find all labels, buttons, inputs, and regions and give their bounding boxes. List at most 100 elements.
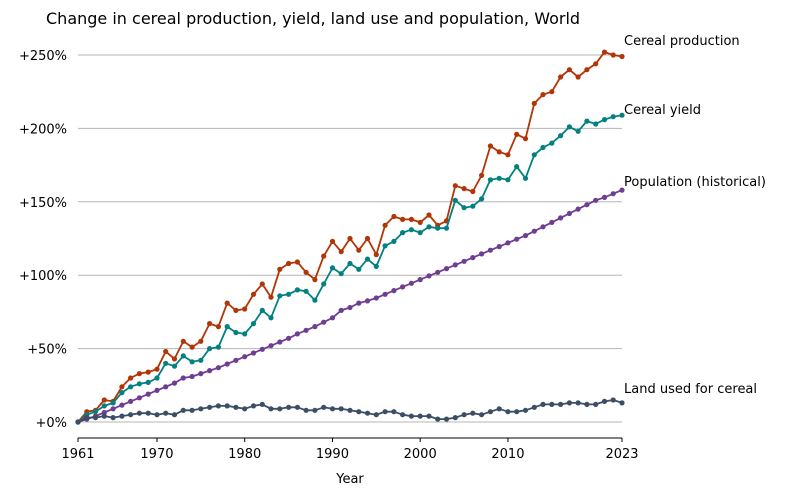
data-point bbox=[250, 321, 257, 327]
data-point bbox=[487, 177, 493, 183]
data-point bbox=[303, 269, 309, 275]
data-point bbox=[522, 175, 529, 181]
data-point bbox=[207, 321, 213, 327]
data-point bbox=[461, 205, 467, 211]
chart-title: Change in cereal production, yield, land… bbox=[46, 9, 580, 28]
data-point bbox=[584, 118, 590, 124]
data-point bbox=[558, 401, 564, 407]
data-point bbox=[575, 74, 581, 80]
data-point bbox=[207, 368, 213, 374]
data-point bbox=[417, 413, 423, 419]
data-point bbox=[303, 407, 309, 413]
x-tick-label: 2023 bbox=[605, 447, 638, 462]
data-point bbox=[233, 329, 239, 336]
data-point bbox=[470, 188, 476, 195]
data-point bbox=[136, 395, 142, 401]
data-point bbox=[391, 213, 397, 220]
data-point bbox=[136, 410, 142, 416]
x-tick-label: 2010 bbox=[491, 447, 524, 462]
data-point bbox=[189, 359, 195, 365]
data-point bbox=[400, 216, 406, 222]
series-line bbox=[77, 114, 623, 423]
series-cereal-yield bbox=[75, 112, 625, 425]
data-point bbox=[514, 164, 520, 170]
data-point bbox=[540, 224, 546, 230]
x-tick-label: 2000 bbox=[404, 447, 437, 462]
data-point bbox=[329, 238, 336, 244]
data-point bbox=[224, 361, 230, 367]
data-point bbox=[321, 319, 327, 325]
x-tick-label: 1970 bbox=[140, 447, 173, 462]
data-point bbox=[373, 295, 379, 301]
data-point bbox=[443, 225, 450, 231]
data-point bbox=[101, 403, 107, 409]
data-point bbox=[154, 387, 160, 393]
data-point bbox=[522, 233, 529, 239]
data-point bbox=[294, 259, 300, 265]
data-point bbox=[549, 219, 555, 225]
data-point bbox=[382, 243, 388, 249]
data-point bbox=[470, 203, 476, 209]
data-point bbox=[92, 415, 99, 421]
data-point bbox=[496, 149, 502, 155]
data-point bbox=[347, 260, 353, 267]
data-point bbox=[540, 401, 546, 407]
data-point bbox=[566, 124, 573, 130]
data-point bbox=[119, 413, 125, 419]
data-point bbox=[312, 277, 318, 283]
data-point bbox=[514, 409, 520, 415]
grid-lines bbox=[78, 54, 622, 423]
data-point bbox=[198, 371, 204, 377]
data-point bbox=[224, 324, 230, 330]
data-point bbox=[364, 410, 371, 416]
data-point bbox=[443, 416, 450, 422]
data-point bbox=[408, 413, 414, 419]
y-tick-label: +50% bbox=[27, 343, 67, 358]
data-point bbox=[180, 407, 186, 413]
data-point bbox=[145, 391, 151, 397]
data-point bbox=[584, 67, 590, 73]
data-point bbox=[128, 398, 134, 404]
data-point bbox=[215, 403, 221, 409]
data-point bbox=[242, 406, 248, 412]
y-axis-ticks: +0% +50% +100% +150% +200% +250% bbox=[19, 49, 67, 431]
data-point bbox=[136, 371, 142, 377]
data-point bbox=[356, 300, 362, 306]
data-point bbox=[180, 353, 186, 359]
data-point bbox=[487, 143, 493, 149]
data-point bbox=[198, 338, 204, 344]
data-point bbox=[338, 249, 344, 255]
data-point bbox=[286, 404, 292, 410]
data-point bbox=[584, 401, 590, 407]
data-point bbox=[593, 121, 599, 127]
data-point bbox=[496, 244, 502, 250]
data-point bbox=[610, 114, 616, 120]
data-point bbox=[479, 196, 485, 202]
data-point bbox=[286, 260, 292, 267]
series-group bbox=[75, 49, 625, 425]
data-point bbox=[259, 281, 265, 287]
data-point bbox=[189, 373, 195, 380]
data-point bbox=[558, 74, 564, 80]
data-point bbox=[286, 335, 292, 341]
data-point bbox=[522, 407, 529, 413]
data-point bbox=[408, 216, 414, 222]
data-point bbox=[461, 412, 467, 418]
data-point bbox=[145, 369, 151, 375]
data-point bbox=[110, 415, 116, 421]
data-point bbox=[575, 206, 581, 212]
data-point bbox=[400, 284, 406, 290]
data-point bbox=[171, 356, 178, 362]
data-point bbox=[470, 410, 476, 416]
data-point bbox=[180, 375, 186, 381]
data-point bbox=[215, 344, 221, 350]
data-point bbox=[514, 236, 520, 242]
data-point bbox=[128, 412, 134, 418]
data-point bbox=[145, 379, 151, 385]
data-point bbox=[549, 89, 555, 95]
data-point bbox=[189, 344, 195, 350]
data-point bbox=[382, 291, 388, 297]
data-point bbox=[242, 354, 248, 360]
data-point bbox=[443, 266, 450, 272]
data-point bbox=[540, 144, 546, 151]
